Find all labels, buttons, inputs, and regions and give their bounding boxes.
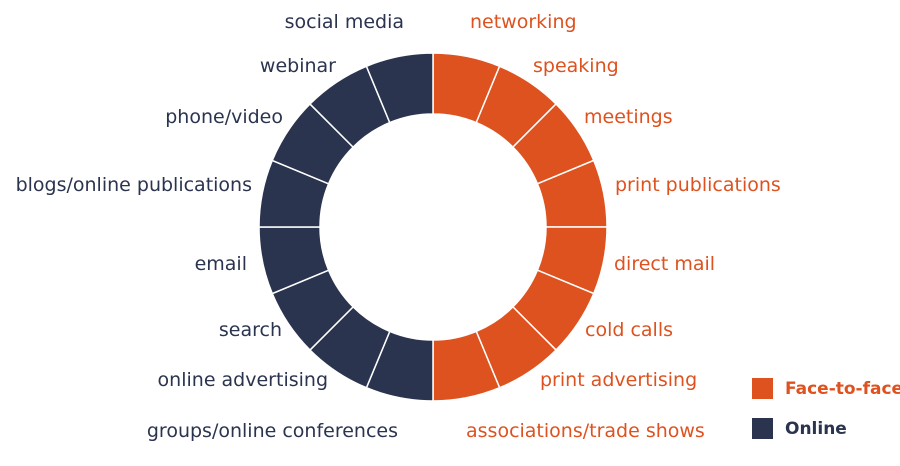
legend-label-online: Online [785, 419, 847, 439]
label-blogs-online-publications: blogs/online publications [15, 174, 252, 196]
legend-label-face-to-face: Face-to-face [785, 379, 900, 399]
label-groups-online-conferences: groups/online conferences [146, 420, 398, 442]
label-direct-mail: direct mail [614, 253, 716, 275]
label-associations-trade-shows: associations/trade shows [466, 420, 705, 442]
label-meetings: meetings [584, 106, 673, 128]
label-print-publications: print publications [615, 174, 781, 196]
segment-social-media [365, 52, 434, 124]
label-social-media: social media [284, 11, 404, 33]
label-print-advertising: print advertising [540, 369, 698, 391]
label-phone-video: phone/video [165, 106, 283, 128]
label-search: search [218, 319, 282, 341]
label-cold-calls: cold calls [585, 319, 673, 341]
label-online-advertising: online advertising [157, 369, 328, 391]
label-email: email [194, 253, 247, 275]
legend-swatch-online [752, 418, 773, 439]
label-networking: networking [470, 11, 577, 33]
label-webinar: webinar [259, 55, 336, 77]
legend-swatch-face-to-face [752, 378, 773, 399]
label-speaking: speaking [533, 55, 619, 77]
